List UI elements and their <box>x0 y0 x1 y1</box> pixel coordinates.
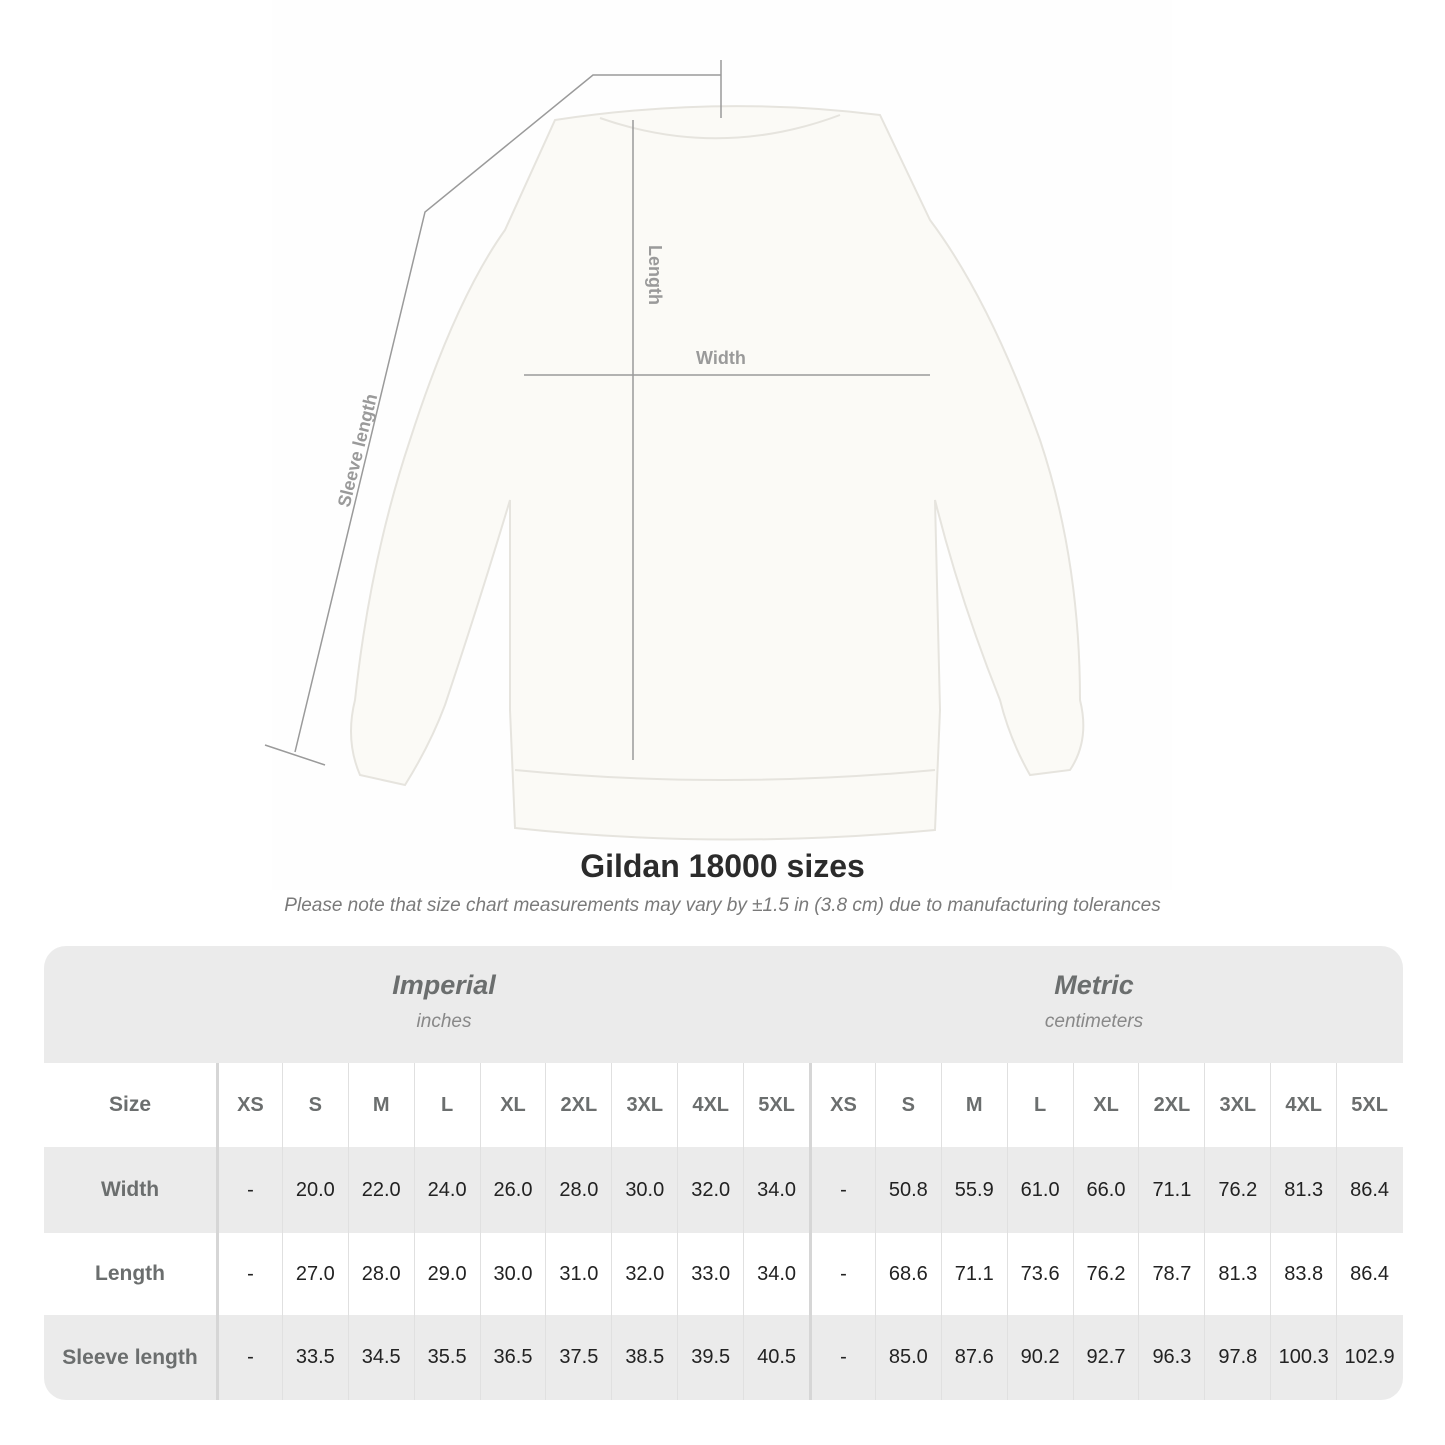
value-cell: 34.5 <box>347 1315 414 1400</box>
value-cell: 36.5 <box>479 1315 546 1400</box>
tolerance-note: Please note that size chart measurements… <box>284 895 1161 916</box>
value-cell: 87.6 <box>940 1315 1007 1400</box>
value-cell: 24.0 <box>413 1147 480 1233</box>
value-cell: 22.0 <box>347 1147 414 1233</box>
value-cell: 29.0 <box>413 1233 480 1315</box>
value-cell: 83.8 <box>1270 1233 1336 1315</box>
value-cell: 97.8 <box>1204 1315 1270 1400</box>
value-cell: 78.7 <box>1138 1233 1204 1315</box>
value-cell: 28.0 <box>347 1233 414 1315</box>
value-cell: 37.5 <box>545 1315 611 1400</box>
value-cell: - <box>216 1147 282 1233</box>
value-cell: 33.0 <box>677 1233 743 1315</box>
value-cell: 76.2 <box>1072 1233 1139 1315</box>
row-label: Size <box>108 1093 152 1116</box>
imperial-header: Imperial inches <box>216 946 672 1033</box>
size-header-cell: 4XL <box>677 1063 743 1147</box>
value-cell: 76.2 <box>1204 1147 1270 1233</box>
value-cell: - <box>216 1315 282 1400</box>
value-cell: 30.0 <box>479 1233 546 1315</box>
page-title: Gildan 18000 sizes <box>580 848 865 884</box>
size-header-cell: XL <box>1072 1063 1139 1147</box>
row-label: Length <box>95 1262 165 1285</box>
unit-header-band <box>44 946 1403 1063</box>
size-header-cell: XL <box>479 1063 546 1147</box>
size-header-cell: S <box>874 1063 941 1147</box>
metric-unit: centimeters <box>1044 1011 1144 1032</box>
size-header-cell: 2XL <box>1138 1063 1204 1147</box>
value-cell: 90.2 <box>1006 1315 1073 1400</box>
width-label: Width <box>696 348 746 368</box>
value-cell: 50.8 <box>874 1147 941 1233</box>
size-header-cell: 5XL <box>743 1063 809 1147</box>
value-cell: 20.0 <box>281 1147 348 1233</box>
value-cell: - <box>809 1315 875 1400</box>
size-header-row: Size XS S M L XL 2XL 3XL 4XL 5XL XS S M L XL 2XL 3XL 4XL 5… <box>44 1063 1403 1147</box>
value-cell: 32.0 <box>611 1233 677 1315</box>
sweatshirt-image <box>350 105 1085 841</box>
value-cell: 102.9 <box>1336 1315 1402 1400</box>
size-header-cell: XS <box>216 1063 282 1147</box>
row-label: Sleeve length <box>62 1345 198 1369</box>
value-cell: 34.0 <box>743 1147 809 1233</box>
value-cell: 55.9 <box>940 1147 1007 1233</box>
size-header-cell: 3XL <box>611 1063 677 1147</box>
size-header-cell: 5XL <box>1336 1063 1402 1147</box>
table-row: Width -20.0 22.0 24.0 26.0 28.0 30.0 32.0 34.0-5… <box>44 1147 1403 1233</box>
value-cell: - <box>809 1233 875 1315</box>
value-cell: 73.6 <box>1006 1233 1073 1315</box>
value-cell: 81.3 <box>1270 1147 1336 1233</box>
length-label: Length <box>645 245 665 305</box>
table-row: Sleeve length -33.5 34.5 35.5 36.5 37.5 38.5 39… <box>44 1315 1403 1400</box>
value-cell: 32.0 <box>677 1147 743 1233</box>
value-cell: 33.5 <box>281 1315 348 1400</box>
sleeve-arrow <box>294 74 721 753</box>
table-row: Length -27.0 28.0 29.0 30.0 31.0 32.0 33.0 34.0-… <box>44 1233 1403 1315</box>
size-header-cell: M <box>347 1063 414 1147</box>
value-cell: 100.3 <box>1270 1315 1336 1400</box>
value-cell: 96.3 <box>1138 1315 1204 1400</box>
value-cell: 30.0 <box>611 1147 677 1233</box>
size-header-cell: L <box>1006 1063 1073 1147</box>
value-cell: 27.0 <box>281 1233 348 1315</box>
sweatshirt-diagram <box>264 60 1085 841</box>
size-chart-table: Imperial inches Metric centimeters Size X… <box>44 946 1403 1400</box>
value-cell: 31.0 <box>545 1233 611 1315</box>
value-cell: 86.4 <box>1336 1233 1402 1315</box>
value-cell: 26.0 <box>479 1147 546 1233</box>
size-header-cell: L <box>413 1063 480 1147</box>
value-cell: 71.1 <box>940 1233 1007 1315</box>
value-cell: 38.5 <box>611 1315 677 1400</box>
value-cell: 86.4 <box>1336 1147 1402 1233</box>
size-header-cell: 4XL <box>1270 1063 1336 1147</box>
value-cell: 81.3 <box>1204 1233 1270 1315</box>
size-header-cell: 3XL <box>1204 1063 1270 1147</box>
imperial-heading: Imperial <box>392 970 496 1000</box>
value-cell: 68.6 <box>874 1233 941 1315</box>
value-cell: - <box>216 1233 282 1315</box>
size-header-cell: S <box>281 1063 348 1147</box>
value-cell: 85.0 <box>874 1315 941 1400</box>
size-header-cell: M <box>940 1063 1007 1147</box>
value-cell: 34.0 <box>743 1233 809 1315</box>
value-cell: 92.7 <box>1072 1315 1139 1400</box>
value-cell: - <box>809 1147 875 1233</box>
value-cell: 35.5 <box>413 1315 480 1400</box>
value-cell: 40.5 <box>743 1315 809 1400</box>
value-cell: 28.0 <box>545 1147 611 1233</box>
value-cell: 39.5 <box>677 1315 743 1400</box>
size-header-cell: XS <box>809 1063 875 1147</box>
imperial-unit: inches <box>416 1011 472 1032</box>
value-cell: 61.0 <box>1006 1147 1073 1233</box>
metric-heading: Metric <box>1054 970 1134 1000</box>
metric-header: Metric centimeters <box>809 946 1379 1033</box>
value-cell: 66.0 <box>1072 1147 1139 1233</box>
size-header-cell: 2XL <box>545 1063 611 1147</box>
row-label: Width <box>100 1178 160 1201</box>
value-cell: 71.1 <box>1138 1147 1204 1233</box>
